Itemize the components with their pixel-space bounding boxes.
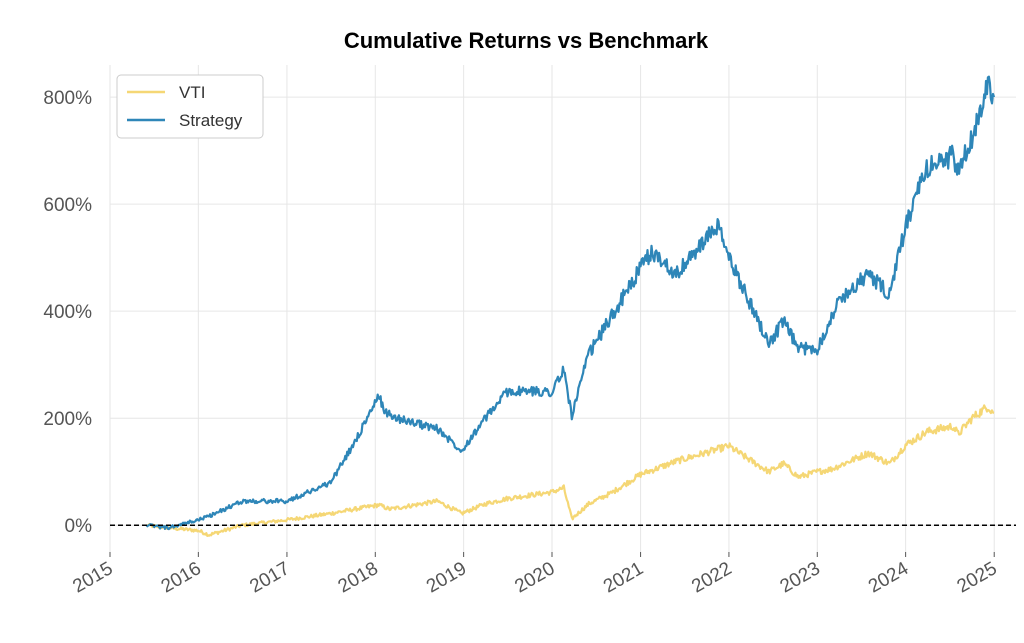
x-tick-label: 2016	[158, 558, 205, 597]
legend-label-strategy: Strategy	[179, 111, 243, 130]
x-tick-label: 2021	[600, 558, 647, 597]
chart-title: Cumulative Returns vs Benchmark	[344, 28, 709, 53]
series-layer	[145, 75, 996, 537]
y-tick-label: 600%	[43, 195, 92, 216]
y-tick-label: 200%	[43, 409, 92, 430]
x-tick-label: 2023	[777, 558, 824, 597]
x-tick-label: 2019	[423, 558, 470, 597]
x-tick-label: 2022	[688, 558, 735, 597]
series-line-vti	[145, 404, 995, 537]
y-tick-label: 800%	[43, 88, 92, 109]
x-tick-label: 2025	[954, 558, 1001, 597]
legend-label-vti: VTI	[179, 83, 205, 102]
x-tick-label: 2020	[511, 558, 558, 597]
x-tick-label: 2015	[69, 558, 116, 597]
y-tick-label: 0%	[65, 516, 93, 537]
x-tick-label: 2017	[246, 558, 293, 597]
series-line-strategy	[145, 75, 996, 531]
x-tick-label: 2024	[865, 558, 912, 598]
legend: VTI Strategy	[116, 74, 264, 139]
y-tick-label: 400%	[43, 302, 92, 323]
x-tick-label: 2018	[335, 558, 382, 597]
